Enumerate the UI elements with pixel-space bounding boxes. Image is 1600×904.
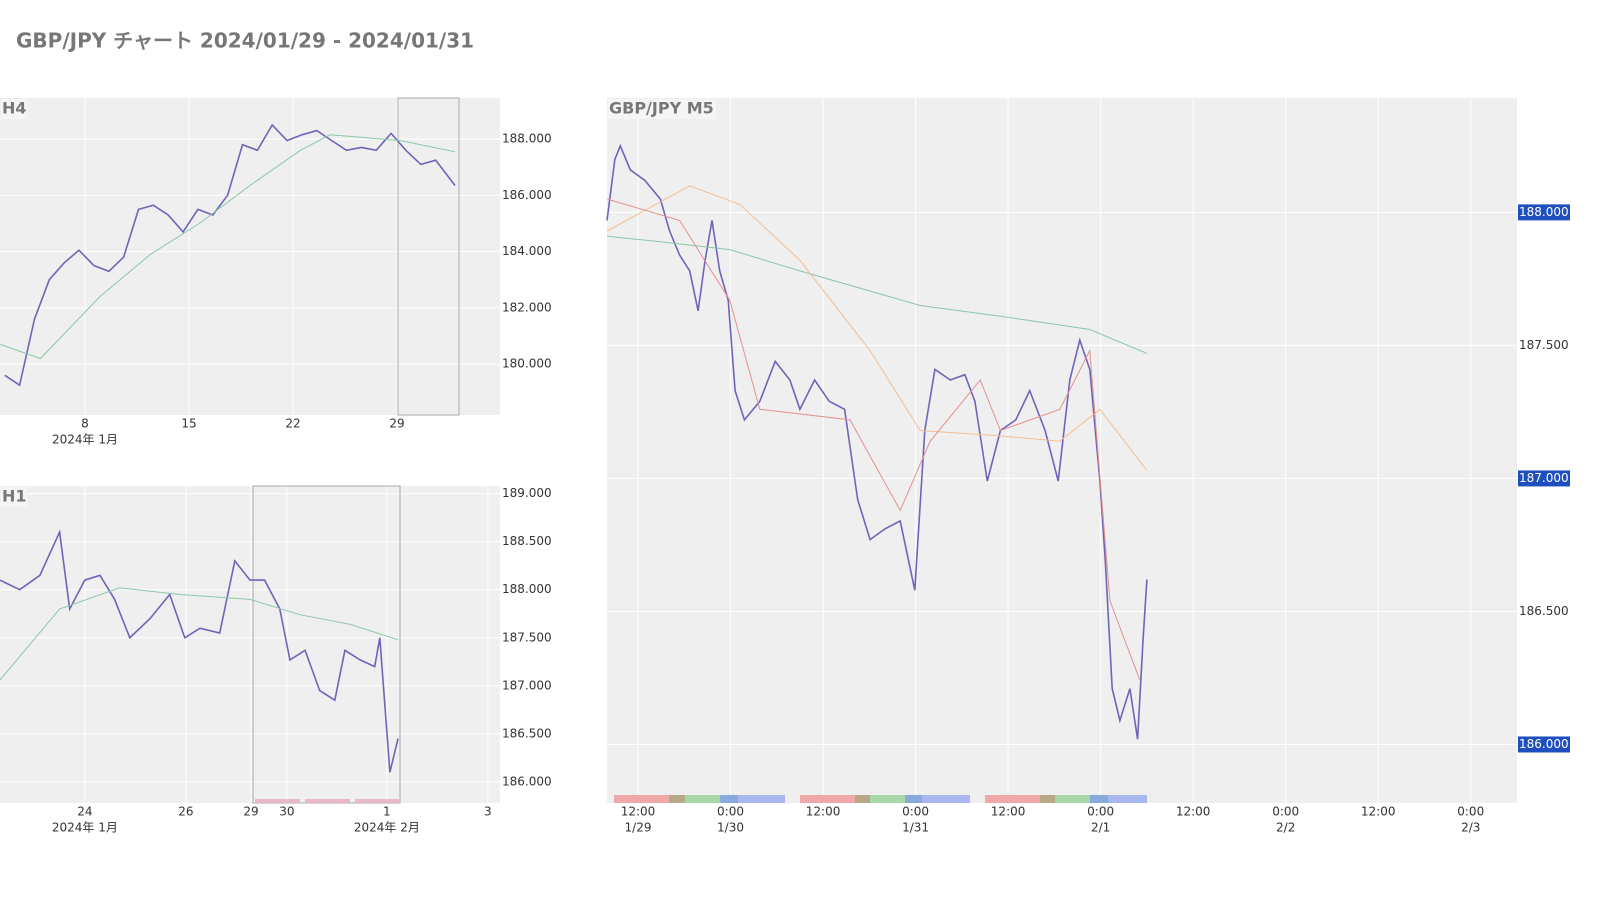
price-line	[607, 198, 1141, 681]
panel-title: GBP/JPY M5	[609, 99, 714, 118]
x-tick-label: 8	[81, 417, 89, 431]
session-block	[305, 799, 350, 803]
price-label-box	[1518, 470, 1570, 487]
x-tick-label: 0:00	[717, 805, 744, 819]
y-tick-label: 187.000	[502, 678, 552, 692]
x-tick-label: 1	[383, 805, 391, 819]
x-date-label: 2/2	[1276, 821, 1295, 835]
x-tick-label: 0:00	[1272, 805, 1299, 819]
panel-title-bg	[1, 99, 27, 119]
x-tick-label: 0:00	[1087, 805, 1114, 819]
y-tick-label: 187.500	[1519, 338, 1569, 352]
x-tick-label: 0:00	[1457, 805, 1484, 819]
y-tick-label: 189.000	[502, 486, 552, 500]
x-tick-label: 22	[285, 417, 300, 431]
price-line	[606, 235, 1148, 354]
session-block	[1040, 795, 1055, 803]
panel-title: H4	[2, 99, 27, 118]
y-tick-label: 188.000	[1519, 205, 1569, 219]
x-tick-label: 30	[279, 805, 294, 819]
y-tick-label: 182.000	[502, 300, 552, 314]
panel-title-bg	[1, 487, 27, 507]
x-tick-label: 0:00	[902, 805, 929, 819]
session-block	[800, 795, 855, 803]
y-tick-label: 188.000	[502, 132, 552, 146]
panel-title: H1	[2, 487, 27, 506]
x-tick-label: 24	[77, 805, 92, 819]
x-tick-label: 12:00	[806, 805, 841, 819]
price-line	[0, 587, 399, 681]
x-tick-label: 15	[181, 417, 196, 431]
x-date-label: 1/29	[625, 821, 652, 835]
x-date-label: 2/1	[1091, 821, 1110, 835]
session-block	[720, 795, 738, 803]
x-tick-label: 29	[389, 417, 404, 431]
x-date-label: 2024年 1月	[52, 821, 118, 835]
y-tick-label: 187.000	[1519, 471, 1569, 485]
price-label-box	[1518, 204, 1570, 221]
session-block	[355, 799, 400, 803]
x-tick-label: 12:00	[1176, 805, 1211, 819]
range-highlight	[397, 97, 460, 416]
session-block	[1108, 795, 1147, 803]
y-tick-label: 186.500	[502, 726, 552, 740]
y-tick-label: 186.000	[1519, 737, 1569, 751]
price-line	[606, 143, 1148, 740]
price-line	[606, 185, 1148, 471]
y-tick-label: 186.000	[502, 774, 552, 788]
y-tick-label: 186.000	[502, 188, 552, 202]
price-line	[4, 123, 456, 387]
x-date-label: 2024年 1月	[52, 433, 118, 447]
price-label-box	[1518, 736, 1570, 753]
x-tick-label: 12:00	[621, 805, 656, 819]
session-block	[1090, 795, 1108, 803]
session-block	[922, 795, 970, 803]
session-block	[905, 795, 922, 803]
session-block	[669, 795, 685, 803]
x-tick-label: 12:00	[1361, 805, 1396, 819]
price-line	[0, 529, 399, 773]
y-tick-label: 187.500	[502, 630, 552, 644]
page-title: GBP/JPY チャート 2024/01/29 - 2024/01/31	[16, 29, 474, 53]
price-line	[0, 134, 456, 360]
x-tick-label: 29	[243, 805, 258, 819]
y-tick-label: 180.000	[502, 357, 552, 371]
session-block	[614, 795, 669, 803]
session-block	[870, 795, 905, 803]
session-block	[985, 795, 1040, 803]
session-block	[685, 795, 720, 803]
y-tick-label: 188.500	[502, 534, 552, 548]
plot-background	[0, 98, 500, 415]
y-tick-label: 186.500	[1519, 604, 1569, 618]
x-date-label: 2/3	[1461, 821, 1480, 835]
plot-background	[0, 486, 500, 803]
x-date-label: 1/30	[717, 821, 744, 835]
session-block	[255, 799, 300, 803]
x-date-label: 1/31	[902, 821, 929, 835]
session-block	[738, 795, 785, 803]
x-date-label: 2024年 2月	[354, 821, 420, 835]
y-tick-label: 188.000	[502, 582, 552, 596]
x-tick-label: 26	[178, 805, 193, 819]
y-tick-label: 184.000	[502, 244, 552, 258]
session-block	[855, 795, 870, 803]
session-block	[1055, 795, 1090, 803]
x-tick-label: 12:00	[991, 805, 1026, 819]
x-tick-label: 3	[484, 805, 492, 819]
panel-title-bg	[608, 99, 716, 119]
